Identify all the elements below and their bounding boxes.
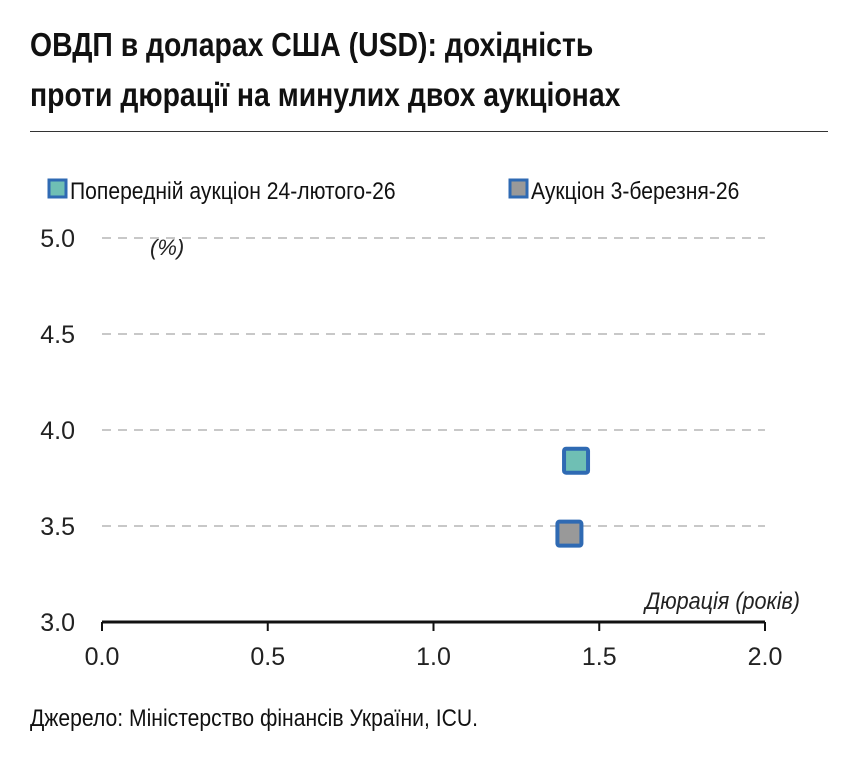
data-points [555, 446, 591, 548]
y-tick-label: 3.0 [40, 609, 75, 637]
y-tick-label: 4.5 [40, 321, 75, 349]
x-tick-label: 0.0 [85, 643, 120, 671]
x-tick-label: 1.5 [582, 643, 617, 671]
source-note: Джерело: Міністерство фінансів України, … [30, 705, 478, 732]
tick-labels: 3.0 3.5 4.0 4.5 5.0 0.0 0.5 1.0 1.5 2.0 [40, 225, 782, 671]
title-line-2: проти дюрації на минулих двох аукціонах [30, 76, 621, 113]
y-tick-label: 3.5 [40, 513, 75, 541]
legend-label-current: Аукціон 3-березня-26 [531, 178, 739, 205]
title-line-1: ОВДП в доларах США (USD): дохідність [30, 26, 594, 63]
x-tick-marks [101, 622, 766, 631]
point-current-auction [555, 519, 584, 548]
legend-swatch-previous [47, 178, 68, 199]
y-tick-label: 4.0 [40, 417, 75, 445]
legend-label-previous: Попередній аукціон 24-лютого-26 [70, 178, 396, 205]
y-axis-label: (%) [150, 235, 184, 260]
y-tick-label: 5.0 [40, 225, 75, 253]
gridlines [102, 237, 765, 527]
x-tick-label: 1.0 [416, 643, 451, 671]
x-tick-label: 0.5 [250, 643, 285, 671]
x-tick-label: 2.0 [748, 643, 783, 671]
x-axis-label: Дюрація (років) [642, 587, 800, 614]
point-previous-auction [562, 446, 591, 475]
legend: Попередній аукціон 24-лютого-26 Аукціон … [47, 178, 739, 205]
chart-title: ОВДП в доларах США (USD): дохідність про… [30, 20, 620, 120]
title-divider [30, 131, 828, 132]
legend-swatch-current [508, 178, 529, 199]
